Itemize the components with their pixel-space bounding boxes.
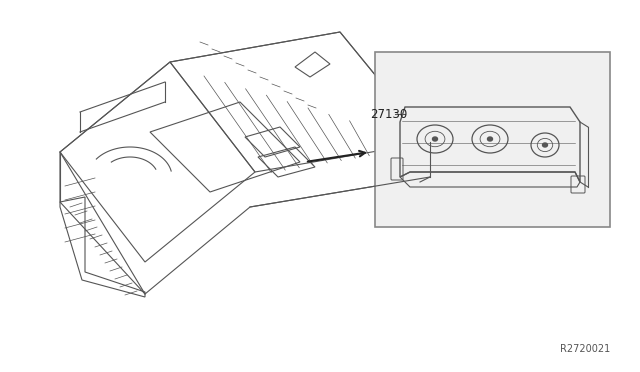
Ellipse shape	[433, 137, 438, 141]
Text: 27130: 27130	[370, 108, 407, 121]
Ellipse shape	[488, 137, 493, 141]
Text: R2720021: R2720021	[560, 344, 610, 354]
Bar	[375, 52, 610, 227]
Ellipse shape	[543, 143, 547, 147]
